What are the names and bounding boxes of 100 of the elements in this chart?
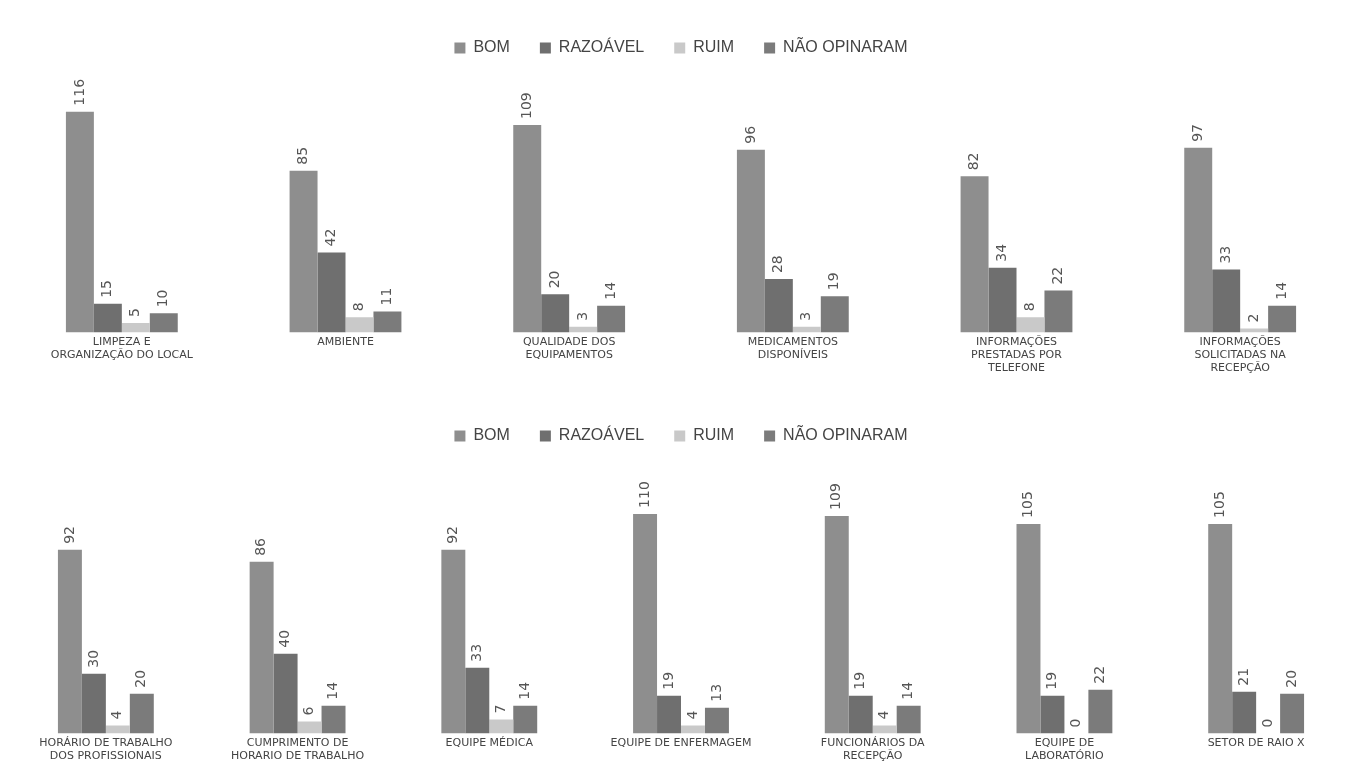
data-label: 14	[324, 681, 341, 700]
data-label: 5	[126, 307, 143, 317]
bar	[1088, 689, 1113, 734]
bar	[1016, 317, 1045, 333]
bar	[1184, 147, 1213, 333]
legend-label: BOM	[473, 38, 510, 56]
data-label: 86	[252, 537, 269, 556]
legend-label: RUIM	[693, 38, 735, 56]
data-label: 6	[300, 706, 317, 716]
data-label: 42	[322, 228, 339, 247]
x-tick-label: EQUIPE MÉDICA	[445, 736, 534, 750]
legend-label: NÃO OPINARAM	[783, 36, 908, 56]
data-label: 8	[1021, 302, 1038, 312]
bar	[896, 705, 921, 734]
data-label: 96	[741, 125, 758, 144]
bar	[1268, 305, 1297, 333]
bar	[289, 170, 318, 333]
bar	[57, 549, 82, 734]
data-label: 105	[1019, 491, 1036, 518]
data-label: 22	[1091, 665, 1108, 684]
data-label: 3	[797, 311, 814, 321]
legend-label: NÃO OPINARAM	[783, 424, 908, 444]
data-label: 19	[825, 272, 842, 291]
x-tick-label: CUMPRIMENTO DE HORARIO DE TRABALHO	[230, 736, 365, 763]
bar	[373, 311, 402, 333]
data-label: 2	[1244, 313, 1261, 323]
bar	[129, 693, 154, 734]
bar	[764, 279, 793, 333]
legend-label: BOM	[473, 426, 510, 444]
bar	[824, 515, 849, 734]
bar	[81, 673, 106, 734]
data-label: 19	[659, 671, 676, 690]
bar	[489, 719, 514, 734]
bar	[597, 305, 626, 333]
data-label: 34	[993, 243, 1010, 262]
data-label: 105	[1210, 491, 1227, 518]
bar	[317, 252, 346, 333]
x-tick-label: FUNCIONÁRIOS DA RECEPÇÃO	[820, 736, 926, 763]
x-tick-label: LIMPEZA E ORGANIZAÇÃO DO LOCAL	[50, 334, 194, 362]
data-label: 20	[132, 669, 149, 688]
data-label: 4	[875, 710, 892, 720]
x-tick-label: INFORMAÇÕES PRESTADAS POR TELEFONE	[971, 334, 1063, 375]
data-label: 92	[443, 526, 460, 544]
x-tick-label: HORÁRIO DE TRABALHO DOS PROFISSIONAIS	[39, 736, 173, 763]
x-tick-label: SETOR DE RAIO X	[1207, 736, 1306, 750]
bar	[149, 313, 178, 333]
x-tick-label: QUALIDADE DOS EQUIPAMENTOS	[522, 334, 616, 362]
bar	[93, 303, 122, 333]
data-label: 30	[84, 649, 101, 668]
data-label: 33	[467, 643, 484, 662]
bar	[297, 721, 322, 734]
bar	[273, 653, 298, 734]
bar	[65, 111, 94, 333]
data-label: 40	[276, 629, 293, 648]
data-label: 116	[70, 78, 87, 106]
data-label: 109	[827, 483, 844, 510]
data-label: 8	[350, 302, 367, 312]
bar	[1044, 290, 1073, 333]
bar	[736, 149, 765, 333]
data-label: 14	[601, 281, 618, 300]
bar	[121, 322, 150, 333]
bar	[1280, 693, 1305, 734]
x-tick-label: INFORMAÇÕES SOLICITADAS NA RECEPÇÃO	[1194, 334, 1287, 375]
data-label: 92	[60, 526, 77, 544]
data-label: 13	[707, 683, 724, 702]
x-tick-label: EQUIPE DE ENFERMAGEM	[610, 736, 752, 750]
data-label: 19	[1043, 671, 1060, 690]
bar	[960, 176, 989, 333]
data-label: 85	[294, 146, 311, 165]
bar	[657, 695, 681, 734]
bar	[513, 124, 542, 333]
bar	[633, 513, 658, 734]
bar	[513, 705, 538, 734]
data-label: 20	[1282, 669, 1299, 688]
bar	[249, 561, 274, 734]
data-label: 15	[98, 280, 115, 298]
data-label: 11	[378, 287, 395, 306]
data-label: 22	[1049, 266, 1066, 285]
data-label: 33	[1216, 245, 1233, 264]
x-tick-label: AMBIENTE	[317, 334, 374, 348]
bar	[1232, 691, 1257, 734]
data-label: 21	[1234, 667, 1251, 686]
data-label: 0	[1258, 718, 1275, 728]
bar	[345, 317, 374, 333]
bar	[441, 549, 466, 734]
data-label: 0	[1067, 718, 1084, 728]
data-label: 3	[573, 311, 590, 321]
data-label: 110	[635, 481, 652, 508]
bar	[321, 705, 346, 734]
data-label: 7	[491, 704, 508, 714]
bar	[541, 294, 570, 333]
bar	[704, 707, 729, 734]
data-label: 10	[154, 289, 171, 308]
bar	[465, 667, 490, 734]
bar	[988, 267, 1017, 333]
bar	[1212, 269, 1241, 333]
x-tick-label: MEDICAMENTOS DISPONÍVEIS	[747, 334, 839, 362]
data-label: 14	[1272, 281, 1289, 300]
bar	[820, 296, 849, 333]
legend-label: RUIM	[693, 426, 735, 444]
